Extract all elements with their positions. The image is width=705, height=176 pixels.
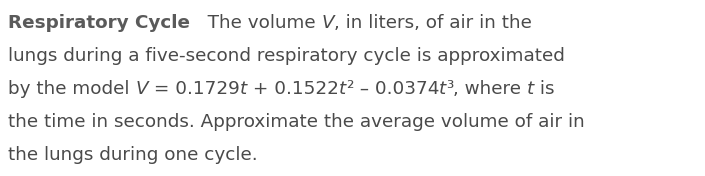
Text: the time in seconds. Approximate the average volume of air in: the time in seconds. Approximate the ave… [8, 113, 584, 131]
Text: ²: ² [346, 80, 353, 98]
Text: The volume: The volume [190, 14, 321, 32]
Text: ³: ³ [446, 80, 453, 98]
Text: t: t [339, 80, 346, 98]
Text: is: is [534, 80, 555, 98]
Text: lungs during a five-second respiratory cycle is approximated: lungs during a five-second respiratory c… [8, 47, 565, 65]
Text: by the model: by the model [8, 80, 135, 98]
Text: = 0.1729: = 0.1729 [148, 80, 240, 98]
Text: – 0.0374: – 0.0374 [353, 80, 439, 98]
Text: t: t [439, 80, 446, 98]
Text: , where: , where [453, 80, 527, 98]
Text: t: t [240, 80, 247, 98]
Text: , in liters, of air in the: , in liters, of air in the [334, 14, 532, 32]
Text: t: t [527, 80, 534, 98]
Text: Respiratory Cycle: Respiratory Cycle [8, 14, 190, 32]
Text: the lungs during one cycle.: the lungs during one cycle. [8, 146, 257, 164]
Text: V: V [321, 14, 334, 32]
Text: + 0.1522: + 0.1522 [247, 80, 339, 98]
Text: V: V [135, 80, 148, 98]
